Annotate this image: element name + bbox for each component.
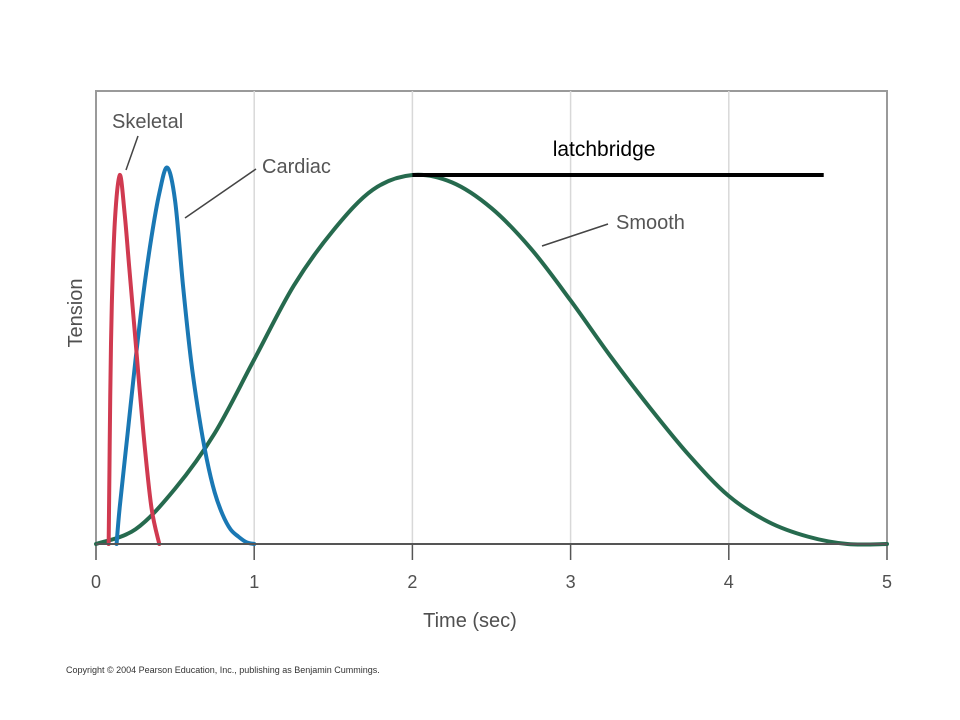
x-tick-label: 5 — [882, 572, 892, 592]
series-line-skeletal — [106, 172, 162, 546]
leader-line-skeletal — [125, 135, 139, 171]
leader-line-smooth — [541, 223, 609, 247]
latchbridge-label: latchbridge — [553, 138, 656, 161]
series-lines — [94, 165, 889, 547]
x-tick-label: 4 — [724, 572, 734, 592]
grid-lines — [253, 91, 730, 544]
series-label-cardiac: Cardiac — [262, 156, 331, 178]
x-tick-label: 0 — [91, 572, 101, 592]
x-tick-label: 3 — [566, 572, 576, 592]
annotations: latchbridge — [412, 138, 824, 177]
leader-lines — [125, 135, 609, 247]
leader-line-cardiac — [184, 168, 257, 219]
series-line-smooth — [94, 172, 889, 547]
x-tick-label: 2 — [407, 572, 417, 592]
series-label-smooth: Smooth — [616, 212, 685, 234]
series-label-skeletal: Skeletal — [112, 111, 183, 133]
y-axis-title: Tension — [65, 279, 87, 348]
x-axis-title: Time (sec) — [423, 610, 517, 632]
plot-frame — [95, 90, 888, 545]
copyright-text: Copyright © 2004 Pearson Education, Inc.… — [66, 665, 380, 675]
x-ticks: 0 1 2 3 4 5 — [91, 544, 892, 592]
x-tick-label: 1 — [249, 572, 259, 592]
